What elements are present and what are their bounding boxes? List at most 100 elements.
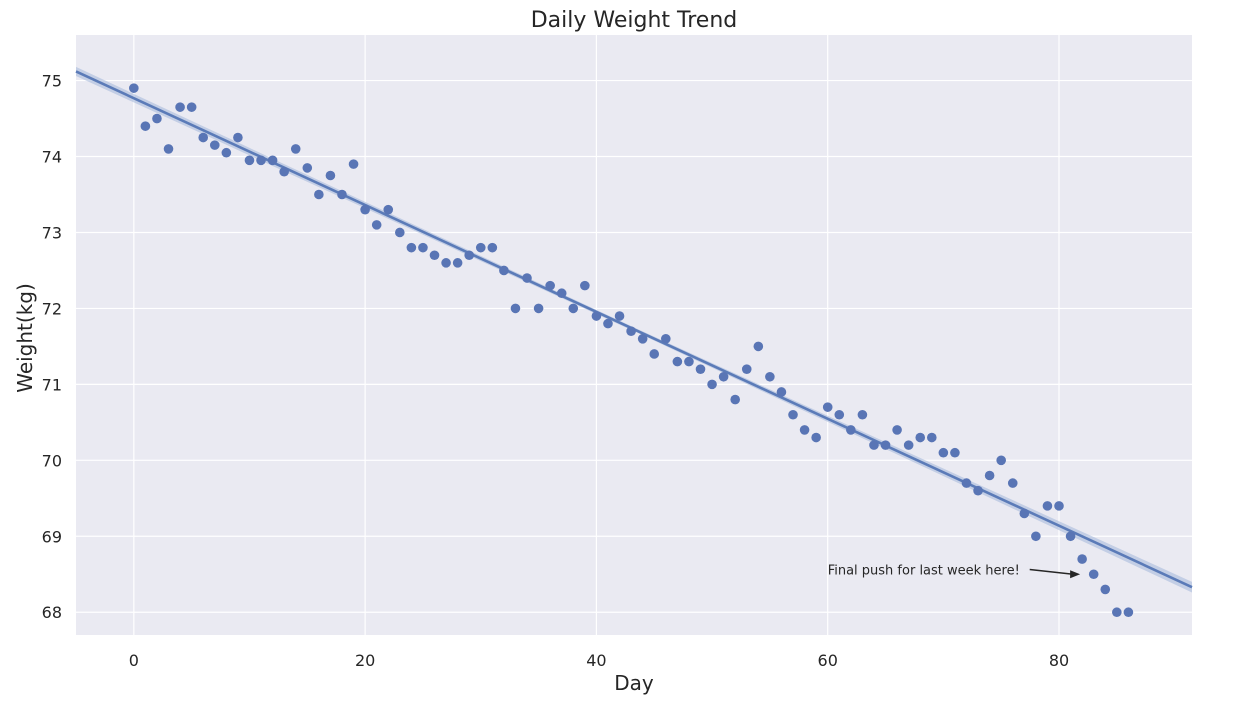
data-point — [1042, 501, 1053, 511]
data-point — [556, 288, 567, 299]
annotation-arrow-line — [1029, 568, 1074, 575]
data-point — [1065, 531, 1076, 542]
data-point — [846, 425, 856, 435]
annotation-arrow-head — [1070, 570, 1081, 579]
data-point — [857, 409, 868, 420]
data-point — [707, 379, 717, 390]
data-point — [649, 349, 660, 359]
data-point — [799, 425, 810, 435]
data-point — [233, 132, 243, 143]
data-point — [788, 409, 798, 420]
y-tick-label: 72 — [42, 299, 62, 318]
data-point — [395, 227, 405, 238]
data-point — [637, 333, 648, 344]
data-point — [209, 140, 220, 150]
data-point — [776, 387, 787, 397]
data-point — [325, 170, 336, 181]
data-point — [418, 242, 428, 253]
data-point — [1088, 569, 1099, 580]
chart-title: Daily Weight Trend — [531, 8, 738, 33]
data-point — [591, 311, 602, 321]
data-point — [337, 189, 347, 200]
data-point — [545, 280, 555, 291]
data-point — [522, 273, 532, 283]
data-point — [614, 311, 625, 321]
x-tick-label: 80 — [1049, 651, 1069, 670]
y-tick-label: 74 — [42, 148, 62, 167]
y-tick-label: 73 — [42, 223, 62, 242]
x-tick-labels: 0 20 40 60 80 — [129, 651, 1069, 670]
data-point — [984, 470, 995, 481]
data-point — [695, 364, 706, 374]
data-point — [1112, 607, 1122, 618]
data-point — [464, 250, 475, 261]
data-point — [811, 432, 821, 443]
y-tick-label: 69 — [42, 527, 62, 546]
data-point — [741, 364, 752, 374]
x-tick-label: 40 — [586, 651, 606, 670]
data-point — [626, 326, 636, 337]
data-point — [1123, 607, 1134, 618]
y-tick-label: 71 — [42, 375, 62, 394]
y-axis-label: Weight(kg) — [13, 283, 37, 393]
data-point — [129, 83, 139, 93]
data-point — [267, 155, 278, 166]
data-point — [684, 356, 694, 367]
y-tick-label: 75 — [42, 72, 62, 91]
y-tick-labels: 68 69 70 71 72 73 74 75 — [42, 72, 62, 623]
data-point — [302, 163, 313, 173]
data-point — [1077, 554, 1087, 564]
data-point — [487, 242, 498, 253]
data-point — [175, 102, 185, 112]
data-point — [915, 432, 926, 443]
data-point — [140, 121, 151, 131]
data-point — [1031, 531, 1041, 542]
data-point — [475, 242, 486, 253]
x-tick-label: 0 — [129, 651, 139, 670]
data-point — [1007, 478, 1018, 488]
data-point — [926, 432, 937, 443]
annotation-text: Final push for last week here! — [828, 563, 1020, 578]
data-point — [441, 258, 451, 268]
data-point — [661, 333, 671, 344]
data-point — [256, 155, 266, 166]
data-point — [533, 303, 544, 314]
data-point — [279, 166, 289, 177]
data-point — [672, 356, 683, 367]
data-point — [314, 189, 324, 200]
data-point — [753, 341, 764, 352]
data-point — [163, 144, 174, 154]
data-point — [973, 485, 983, 496]
x-axis-label: Day — [614, 671, 654, 695]
data-point — [730, 394, 740, 405]
data-point — [371, 220, 382, 230]
data-point — [244, 155, 255, 166]
data-point — [892, 425, 902, 435]
data-point — [452, 258, 463, 268]
data-point — [510, 303, 521, 314]
data-point — [603, 318, 613, 329]
data-point — [950, 447, 960, 458]
data-point — [360, 204, 370, 215]
data-point — [186, 102, 197, 112]
data-point — [822, 402, 833, 412]
data-points — [129, 83, 1134, 618]
data-point — [834, 409, 845, 420]
annotation-group: Final push for last week here! — [828, 563, 1081, 579]
data-point — [429, 250, 440, 261]
x-tick-label: 60 — [818, 651, 838, 670]
data-point — [1100, 584, 1111, 595]
data-point — [580, 280, 590, 291]
y-tick-label: 70 — [42, 451, 62, 470]
data-point — [880, 440, 891, 450]
data-point — [499, 265, 509, 276]
data-point — [383, 204, 394, 215]
data-point — [152, 113, 162, 124]
data-point — [568, 303, 579, 314]
data-point — [198, 132, 209, 143]
data-point — [903, 440, 914, 450]
data-point — [1019, 508, 1030, 519]
data-point — [938, 447, 949, 458]
data-point — [961, 478, 972, 488]
